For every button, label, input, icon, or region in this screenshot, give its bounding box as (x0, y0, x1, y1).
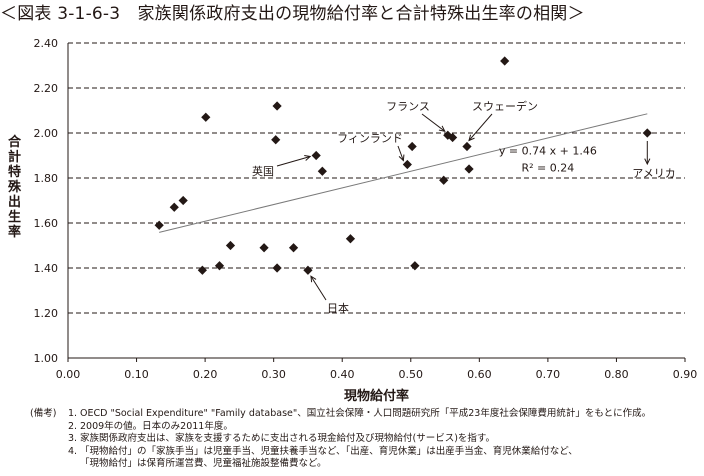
footnote-line: (備考) 1. OECD "Social Expenditure" "Family … (30, 408, 700, 421)
footnote-number: 3. (68, 433, 78, 445)
y-tick-label: 2.20 (34, 82, 59, 95)
y-tick-label: 1.80 (34, 172, 59, 185)
data-point (259, 243, 269, 253)
y-tick-label: 1.00 (34, 352, 59, 365)
trendline-r2: R² = 0.24 (522, 161, 575, 174)
arrowhead (468, 134, 475, 142)
data-point (500, 56, 510, 66)
footnote-line: 3. 家族関係政府支出は、家族を支援するために支出される現金給付及び現物給付(サー… (30, 433, 700, 446)
y-tick-label: 2.00 (34, 127, 59, 140)
annotation-label: 日本 (327, 301, 349, 315)
chart-title: ＜図表 3-1-6-3 家族関係政府支出の現物給付率と合計特殊出生率の相関＞ (0, 4, 585, 24)
footnote-text: 家族関係政府支出は、家族を支援するために支出される現金給付及び現物給付(サービス… (80, 433, 495, 445)
footnotes: (備考) 1. OECD "Social Expenditure" "Family … (30, 408, 700, 471)
footnote-number: 2. (68, 420, 78, 432)
data-point (225, 240, 236, 251)
data-point (178, 195, 188, 206)
data-point (462, 141, 472, 152)
x-tick-label: 0.00 (56, 368, 81, 381)
data-point (271, 135, 281, 145)
trendline-layer: y = 0.74 x + 1.46 R² = 0.24 (159, 113, 648, 233)
data-point (345, 234, 356, 244)
data-point (197, 265, 207, 275)
arrowhead (644, 158, 651, 166)
trendline (159, 113, 648, 233)
annotation-label: 英国 (252, 164, 274, 178)
data-point (642, 128, 652, 138)
axis-labels: 現物給付率 合計特殊出生率 (8, 134, 409, 404)
y-tick-label: 2.40 (34, 37, 59, 50)
x-tick-label: 0.70 (536, 368, 561, 381)
data-point (464, 164, 474, 174)
annotation-arrow (468, 113, 493, 141)
arrowhead (398, 154, 405, 162)
data-point (410, 261, 420, 271)
footnote-number: 1. (68, 408, 78, 419)
x-tick-label: 0.60 (467, 368, 492, 381)
scatter-chart: 1.00 1.20 1.40 1.60 1.80 2.00 2.20 2.40 0.00 0.1… (8, 37, 698, 404)
x-tick-label: 0.40 (330, 368, 355, 381)
x-tick-label: 0.20 (193, 368, 218, 381)
data-point (201, 112, 211, 122)
data-point (154, 220, 164, 230)
y-axis-title: 合計特殊出生率 (8, 134, 22, 240)
data-point (407, 141, 417, 152)
annotation-arrow (397, 145, 404, 161)
annotation-label: フィンランド (337, 132, 403, 145)
annotation-arrow (310, 275, 327, 301)
arrowhead (310, 275, 317, 283)
annotation-label: アメリカ (632, 167, 675, 180)
footnote-line: 2. 2009年の値。日本のみ2011年度。 (30, 421, 700, 434)
data-point (317, 166, 327, 176)
data-points (154, 56, 652, 275)
footnote-text: OECD "Social Expenditure" "Family databa… (80, 408, 652, 419)
x-axis-title: 現物給付率 (344, 388, 409, 404)
x-tick-label: 0.10 (124, 368, 149, 381)
footnote-text: 2009年の値。日本のみ2011年度。 (80, 420, 233, 432)
x-tick-label: 0.30 (261, 368, 286, 381)
footnote-text: 「現物給付」は保育所運営費、児童福祉施設整備費など。 (80, 458, 327, 470)
data-point (214, 261, 225, 271)
annotation-arrow (276, 156, 311, 167)
data-point (443, 130, 453, 140)
x-tick-label: 0.50 (399, 368, 424, 381)
data-point (288, 243, 299, 253)
gridlines (68, 42, 685, 314)
trendline-equation: y = 0.74 x + 1.46 (499, 144, 597, 157)
footnote-head: (備考) (30, 408, 57, 419)
footnote-number: 4. (68, 445, 78, 457)
data-point (272, 101, 282, 111)
y-tick-label: 1.20 (34, 307, 59, 320)
x-axis: 0.00 0.10 0.20 0.30 0.40 0.50 0.60 0.70 0.80 0.90 (56, 357, 698, 381)
data-point (402, 159, 412, 170)
data-point (169, 202, 179, 212)
y-axis: 1.00 1.20 1.40 1.60 1.80 2.00 2.20 2.40 (34, 37, 69, 365)
annotation-label: スウェーデン (472, 99, 538, 113)
data-point (447, 132, 458, 143)
arrowhead (304, 154, 312, 161)
x-tick-label: 0.90 (673, 368, 698, 381)
data-point (272, 263, 282, 273)
data-point (311, 150, 321, 161)
x-tick-label: 0.80 (604, 368, 629, 381)
annotation-label: フランス (386, 100, 430, 113)
footnote-line: 4. 「現物給付」の「家族手当」は児童手当、児童扶養手当など、「出産、育児休業」は… (30, 446, 700, 459)
footnote-line: 「現物給付」は保育所運営費、児童福祉施設整備費など。 (30, 458, 700, 471)
data-point (439, 175, 449, 185)
data-point (303, 265, 313, 275)
footnote-text: 「現物給付」の「家族手当」は児童手当、児童扶養手当など、「出産、育児休業」は出産… (80, 445, 578, 457)
y-tick-label: 1.60 (34, 217, 59, 230)
annotation-arrow (421, 113, 446, 132)
arrowhead (438, 125, 446, 132)
y-tick-label: 1.40 (34, 262, 59, 275)
